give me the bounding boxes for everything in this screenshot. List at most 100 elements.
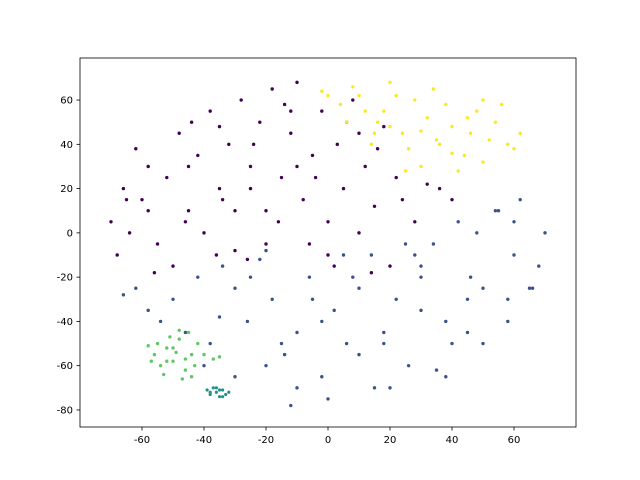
point xyxy=(465,116,470,120)
point xyxy=(217,186,222,191)
point xyxy=(217,124,222,129)
point xyxy=(419,129,423,133)
point xyxy=(251,142,256,147)
point xyxy=(444,375,448,379)
point xyxy=(388,264,392,268)
point xyxy=(450,341,454,346)
point xyxy=(193,363,197,368)
point xyxy=(233,286,237,290)
point xyxy=(186,164,191,169)
point xyxy=(512,253,516,257)
x-tick-label: -20 xyxy=(258,435,274,446)
point xyxy=(270,297,274,301)
point xyxy=(475,109,479,113)
point xyxy=(506,297,510,301)
point xyxy=(394,175,398,180)
point xyxy=(375,120,380,124)
y-tick-label: -20 xyxy=(57,273,73,284)
point xyxy=(332,264,336,268)
point xyxy=(419,275,423,279)
point xyxy=(351,275,355,279)
point xyxy=(326,93,330,98)
point xyxy=(152,271,157,275)
point xyxy=(481,160,485,164)
point xyxy=(372,204,377,209)
point xyxy=(394,93,398,98)
point xyxy=(220,197,225,202)
point xyxy=(155,242,160,246)
point xyxy=(171,264,175,268)
point xyxy=(171,346,175,350)
point xyxy=(406,147,411,151)
point xyxy=(357,231,361,235)
point xyxy=(403,242,408,246)
point xyxy=(357,131,361,135)
point xyxy=(382,109,386,113)
point xyxy=(248,164,253,169)
point xyxy=(214,386,218,390)
point xyxy=(171,359,175,363)
point xyxy=(341,186,346,191)
point xyxy=(158,363,163,368)
point xyxy=(468,275,473,279)
point xyxy=(183,220,188,224)
point xyxy=(444,319,448,324)
point xyxy=(295,80,299,85)
point xyxy=(146,344,150,348)
point xyxy=(413,98,417,102)
point xyxy=(369,253,374,257)
point xyxy=(437,186,442,191)
point xyxy=(186,209,191,213)
point xyxy=(158,319,163,324)
point xyxy=(434,138,439,142)
point xyxy=(481,98,485,102)
point xyxy=(152,352,157,357)
point xyxy=(189,352,194,357)
point xyxy=(177,337,181,341)
point xyxy=(155,341,160,346)
point xyxy=(127,231,132,235)
y-tick-label: 60 xyxy=(60,96,73,107)
point xyxy=(227,142,231,147)
point xyxy=(239,98,243,102)
point xyxy=(121,293,126,297)
point xyxy=(341,253,346,257)
point xyxy=(437,142,442,147)
point xyxy=(124,197,129,202)
point xyxy=(233,248,237,253)
point xyxy=(335,142,339,147)
y-tick-label: -40 xyxy=(57,317,73,328)
point xyxy=(425,182,429,186)
point xyxy=(146,308,150,313)
point xyxy=(258,257,262,262)
point xyxy=(456,169,460,173)
point xyxy=(307,242,312,246)
point xyxy=(357,352,361,357)
x-tick-label: 40 xyxy=(446,435,459,446)
point xyxy=(543,231,547,235)
y-tick-label: -80 xyxy=(57,405,73,416)
point xyxy=(183,368,188,372)
point xyxy=(202,231,206,235)
x-tick-label: 0 xyxy=(325,435,331,446)
point xyxy=(264,248,268,253)
point xyxy=(493,120,498,124)
point xyxy=(369,142,374,147)
point xyxy=(363,109,367,113)
point xyxy=(431,87,436,91)
point xyxy=(282,102,287,107)
point xyxy=(450,124,454,129)
point xyxy=(512,220,516,224)
point xyxy=(177,131,181,135)
point xyxy=(248,275,253,279)
point xyxy=(134,147,138,151)
point xyxy=(208,390,212,394)
point xyxy=(264,242,268,246)
point xyxy=(196,341,200,346)
point xyxy=(162,372,166,377)
point xyxy=(168,335,172,339)
point xyxy=(481,286,485,290)
point xyxy=(310,153,315,158)
point xyxy=(419,308,423,313)
point xyxy=(177,328,181,332)
